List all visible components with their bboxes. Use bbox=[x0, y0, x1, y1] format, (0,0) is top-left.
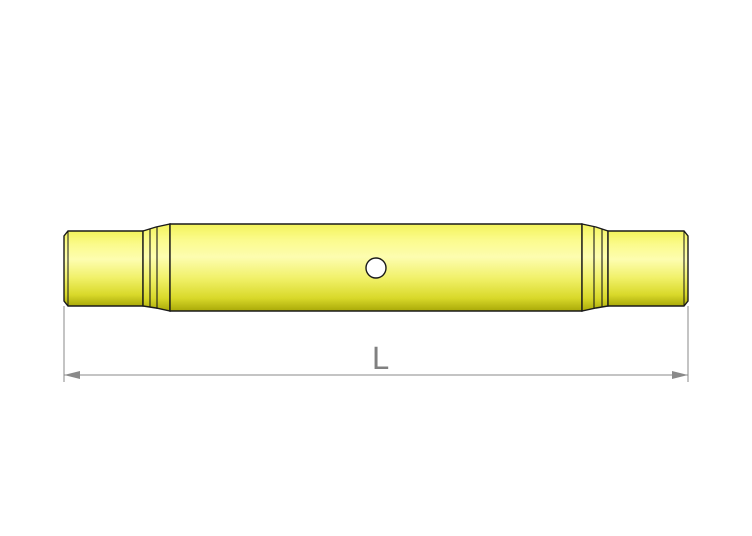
dimension-arrow-left bbox=[64, 371, 80, 379]
dimension-label: L bbox=[372, 342, 389, 377]
cross-hole bbox=[365, 257, 387, 279]
left-end-section bbox=[63, 230, 144, 307]
right-end-section bbox=[607, 230, 689, 307]
dimension-arrow-right bbox=[672, 371, 688, 379]
right-collar bbox=[581, 223, 609, 312]
